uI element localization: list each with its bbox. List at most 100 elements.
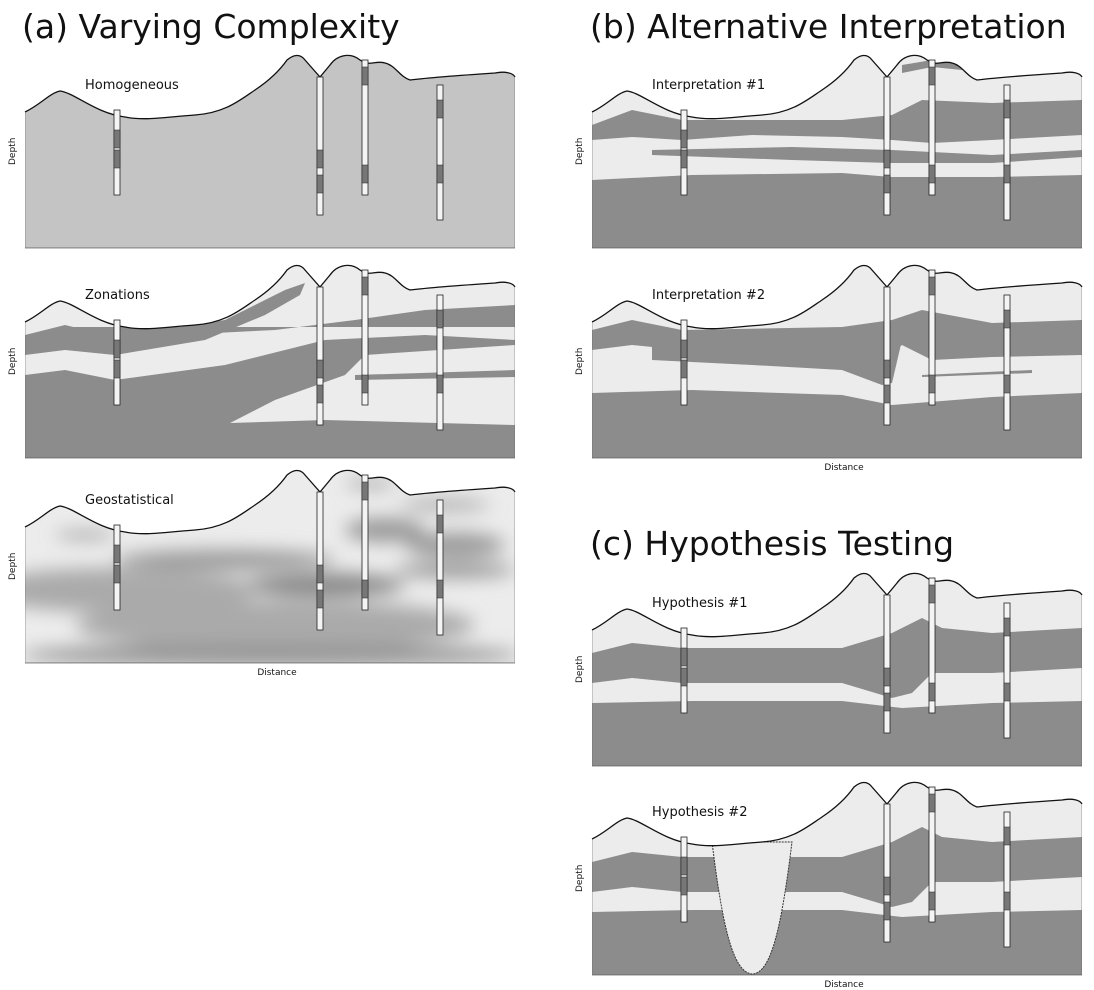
- well-segment: [362, 67, 368, 85]
- well-segment: [317, 385, 323, 403]
- well-segment: [681, 150, 687, 168]
- geo-blob: [115, 550, 335, 570]
- well: [884, 77, 890, 215]
- panel-label: Interpretation #1: [652, 78, 765, 93]
- well-segment: [114, 340, 120, 358]
- well-segment: [114, 130, 120, 148]
- well-segment: [437, 375, 443, 393]
- well-segment: [362, 482, 368, 500]
- well: [884, 595, 890, 733]
- well-segment: [317, 175, 323, 193]
- well: [884, 804, 890, 942]
- x-axis-label: Distance: [257, 668, 297, 678]
- figure: (a) Varying ComplexityHomogeneousDepthZo…: [0, 0, 1094, 990]
- y-axis-label: Depth: [575, 348, 585, 375]
- panel-label: Hypothesis #1: [652, 596, 747, 611]
- x-axis-label: Distance: [824, 463, 864, 473]
- well-segment: [681, 130, 687, 148]
- y-axis-label: Depth: [8, 138, 18, 165]
- cross-section: Hypothesis #1 Depth: [575, 573, 1082, 766]
- y-axis-label: Depth: [575, 656, 585, 683]
- well-segment: [1004, 892, 1010, 910]
- well-segment: [437, 310, 443, 328]
- geo-blob: [345, 518, 425, 542]
- panel-label: Zonations: [85, 288, 150, 303]
- well-segment: [929, 277, 935, 295]
- panel-label: Hypothesis #2: [652, 805, 747, 820]
- geo-blob: [345, 480, 395, 488]
- well-segment: [114, 150, 120, 168]
- well-segment: [362, 580, 368, 598]
- well-segment: [317, 360, 323, 378]
- cross-section: Homogeneous Depth: [8, 55, 515, 248]
- geo-blob: [395, 562, 515, 578]
- well-segment: [884, 668, 890, 686]
- well-segment: [1004, 375, 1010, 393]
- well-segment: [681, 648, 687, 666]
- well-segment: [929, 67, 935, 85]
- well-segment: [884, 175, 890, 193]
- geo-blob: [405, 533, 505, 557]
- well-segment: [929, 794, 935, 812]
- well-segment: [681, 360, 687, 378]
- section-title: (c) Hypothesis Testing: [590, 524, 954, 563]
- cross-section: Interpretation #2 Depth Distance: [575, 265, 1082, 473]
- well-segment: [1004, 618, 1010, 636]
- well-segment: [929, 165, 935, 183]
- well-segment: [362, 165, 368, 183]
- well-segment: [884, 385, 890, 403]
- well-segment: [929, 892, 935, 910]
- well-segment: [437, 580, 443, 598]
- x-axis-label: Distance: [824, 980, 864, 990]
- well-segment: [114, 360, 120, 378]
- section-title: (a) Varying Complexity: [22, 7, 400, 46]
- section-title: (b) Alternative Interpretation: [590, 7, 1067, 46]
- well-segment: [1004, 165, 1010, 183]
- geo-blob: [400, 499, 490, 511]
- geo-blob: [75, 600, 475, 650]
- well-segment: [317, 590, 323, 608]
- panel-label: Geostatistical: [85, 493, 174, 508]
- well-segment: [437, 165, 443, 183]
- geo-blob: [20, 643, 520, 667]
- y-axis-label: Depth: [575, 138, 585, 165]
- y-axis-label: Depth: [8, 553, 18, 580]
- y-axis-label: Depth: [575, 865, 585, 892]
- well-segment: [929, 585, 935, 603]
- cross-section: Geostatistical Depth Distance: [0, 470, 520, 678]
- well-segment: [884, 877, 890, 895]
- cross-section: Interpretation #1 Depth: [575, 55, 1082, 248]
- geo-blob: [55, 531, 115, 539]
- well-segment: [929, 683, 935, 701]
- well-segment: [1004, 683, 1010, 701]
- well-segment: [114, 545, 120, 563]
- well-segment: [317, 150, 323, 168]
- well: [317, 287, 323, 425]
- well-segment: [362, 277, 368, 295]
- well: [317, 492, 323, 630]
- well: [317, 77, 323, 215]
- well-segment: [1004, 827, 1010, 845]
- well-segment: [114, 565, 120, 583]
- well-segment: [437, 515, 443, 533]
- well-segment: [929, 375, 935, 393]
- well-segment: [884, 902, 890, 920]
- well-segment: [681, 877, 687, 895]
- well-segment: [1004, 310, 1010, 328]
- well-segment: [681, 340, 687, 358]
- geo-blob: [245, 573, 405, 597]
- panel-label: Interpretation #2: [652, 288, 765, 303]
- well: [884, 287, 890, 425]
- well-segment: [884, 150, 890, 168]
- well-segment: [681, 668, 687, 686]
- y-axis-label: Depth: [8, 348, 18, 375]
- well-segment: [884, 693, 890, 711]
- well-segment: [362, 375, 368, 393]
- well-segment: [884, 360, 890, 378]
- well-segment: [681, 857, 687, 875]
- panel-label: Homogeneous: [85, 78, 179, 93]
- well-segment: [317, 565, 323, 583]
- well-segment: [1004, 100, 1010, 118]
- cross-section: Hypothesis #2 Depth Distance: [575, 782, 1082, 990]
- cross-section: Zonations Depth: [8, 265, 515, 458]
